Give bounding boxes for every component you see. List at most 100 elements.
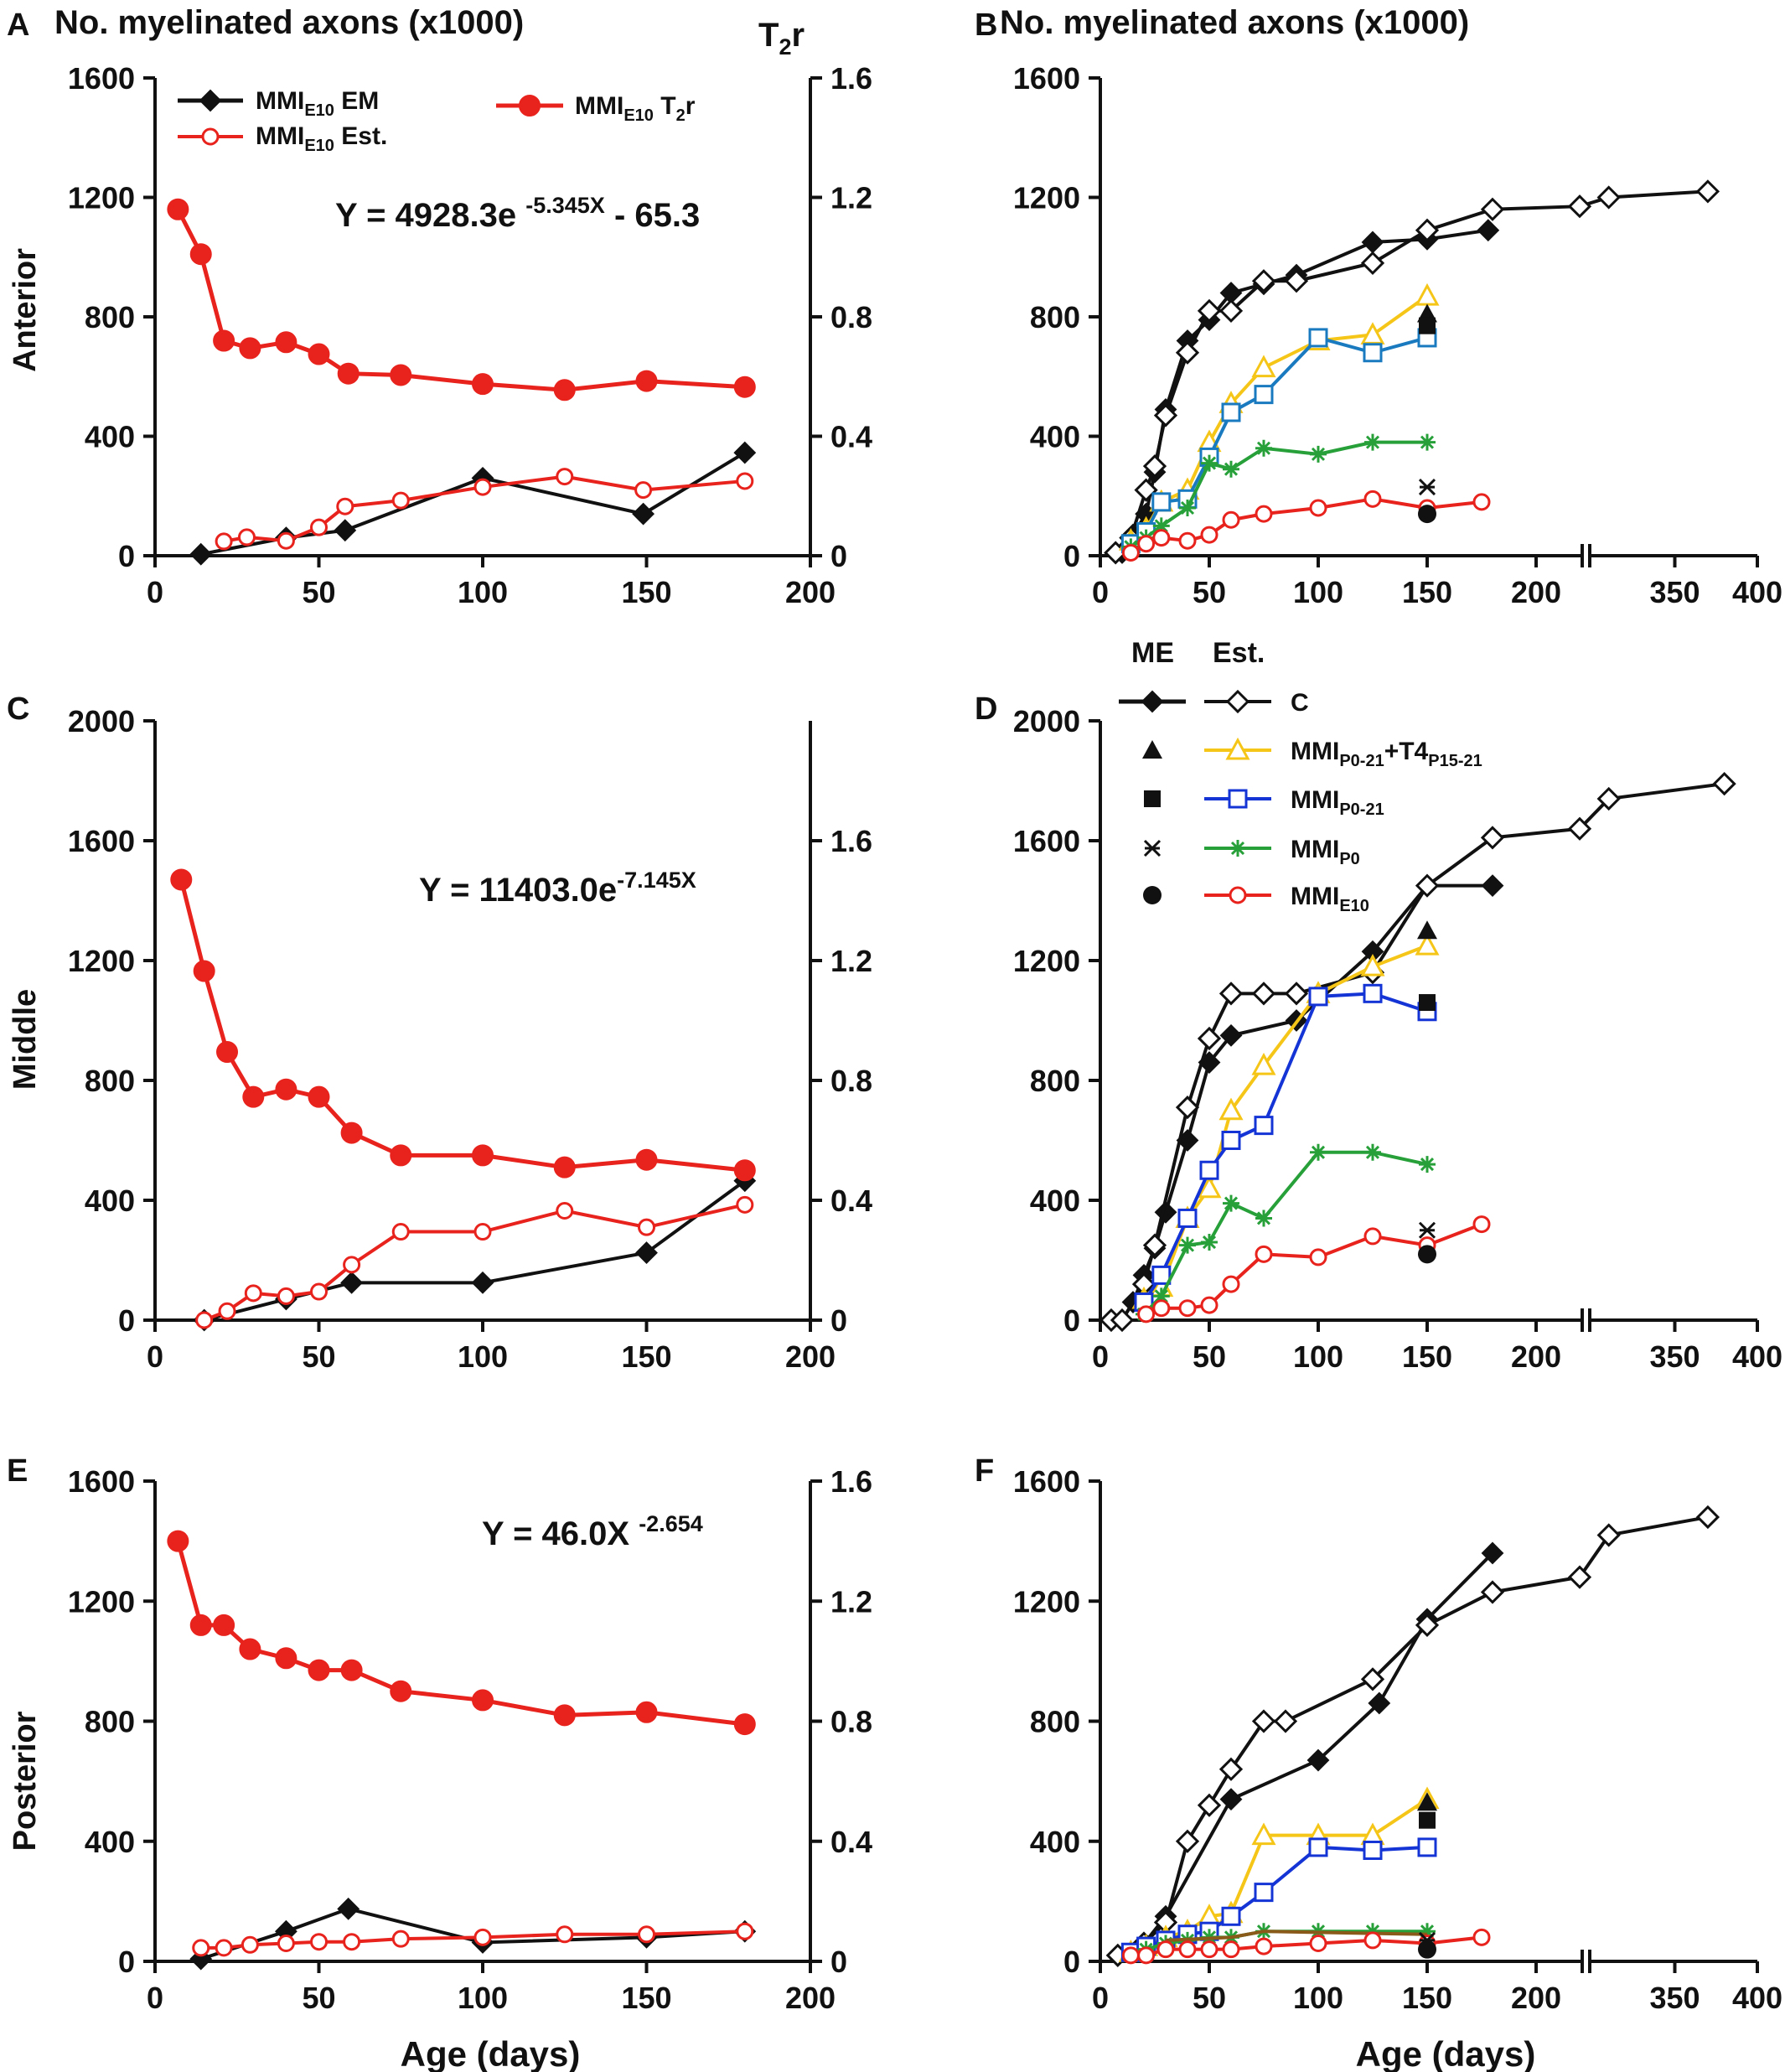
- series-mmi-p0-21-me: [1419, 317, 1436, 334]
- series-line: [204, 1179, 746, 1322]
- y-tick-label: 1600: [1013, 1464, 1080, 1499]
- data-point: [472, 1144, 494, 1167]
- data-point: [1567, 194, 1592, 219]
- y2-tick-label: 0.4: [830, 1184, 872, 1218]
- x-tick-label: 200: [785, 1981, 836, 2015]
- data-point: [189, 1614, 212, 1636]
- data-point: [1472, 1215, 1491, 1234]
- data-point: [736, 472, 754, 490]
- text-part: MMI: [256, 87, 304, 115]
- data-point: [736, 1922, 754, 1940]
- y-tick-label: 0: [118, 1303, 135, 1338]
- legend-marker: [201, 127, 220, 146]
- data-point: [1308, 1837, 1328, 1857]
- data-point: [308, 1659, 330, 1681]
- text-part: T: [654, 92, 676, 120]
- y2-tick-label: 0.8: [830, 300, 872, 334]
- equation: Y = 46.0X -2.654: [482, 1511, 703, 1552]
- data-point: [215, 1939, 233, 1957]
- data-point: [1417, 1792, 1437, 1811]
- x-tick-label: 200: [1511, 1981, 1561, 2015]
- data-point: [1415, 932, 1440, 956]
- data-point: [189, 542, 213, 566]
- x-tick-label: 50: [302, 575, 335, 609]
- legend-label: MMIP0-21: [1291, 786, 1384, 819]
- data-point: [1284, 269, 1309, 293]
- x-tick-label: 150: [1402, 575, 1452, 609]
- data-point: [275, 1078, 298, 1101]
- data-point: [1361, 231, 1384, 254]
- panel-f: F 0 400 800 1200 1600 0 50 100 150 200 350 400: [975, 1453, 1782, 2015]
- data-point: [1481, 874, 1504, 898]
- text-part: P0-21: [1339, 800, 1384, 819]
- series-c-me: [1128, 1541, 1504, 1961]
- series-mmi-p0-21-t4-p15-21-est-: [1131, 932, 1440, 1309]
- y-tick-label: 400: [1030, 420, 1080, 454]
- data-point: [1197, 1175, 1222, 1199]
- y2-tick-label: 0.8: [830, 1705, 872, 1739]
- x-tick-label: 350: [1649, 1339, 1700, 1374]
- panel-letter: E: [7, 1453, 28, 1489]
- data-point: [1418, 1245, 1436, 1264]
- x-tick-label: 0: [1092, 575, 1109, 609]
- data-point: [1222, 510, 1240, 529]
- series-mmi-e10-me: [1418, 1940, 1436, 1959]
- y-tick-label: 0: [118, 1945, 135, 1979]
- data-point: [343, 1933, 361, 1951]
- y-tick-label: 400: [85, 1825, 135, 1859]
- text-part: E10: [304, 137, 334, 155]
- data-point: [277, 1935, 295, 1953]
- y-tick-label: 1200: [68, 1584, 135, 1619]
- y-tick-label: 1600: [68, 824, 135, 858]
- text-part: T: [758, 17, 779, 54]
- series-line: [200, 1907, 745, 1961]
- data-point: [1255, 439, 1272, 457]
- x-tick-label: 200: [1511, 1339, 1561, 1374]
- panel-b: B 0 400 800 1200 1600 0 50 100 150 200 350 400: [975, 8, 1782, 609]
- series-line: [1130, 1797, 1429, 1955]
- text-part: P15-21: [1428, 752, 1482, 770]
- x-tick-label: 0: [147, 1981, 163, 2015]
- x-tick-label: 200: [785, 1339, 836, 1374]
- x-tick-label: 100: [1293, 1339, 1343, 1374]
- data-point: [556, 1925, 574, 1944]
- panel-letter: F: [975, 1453, 994, 1489]
- data-point: [1363, 1227, 1382, 1246]
- series-line: [176, 208, 745, 392]
- panel-a: A 0 400 800 1200 1600 0 0.4 0.8 1.2 1.6 0 50 100 150 20…: [7, 8, 872, 609]
- y-tick-label: 1200: [68, 181, 135, 215]
- text-part: 2: [676, 106, 686, 125]
- y2-tick-label: 0: [830, 1945, 847, 1979]
- series-mmi-p0-est-: [1136, 1143, 1436, 1323]
- data-point: [239, 1638, 261, 1660]
- panel-letter: A: [7, 8, 29, 43]
- series-c-est-: [1099, 771, 1736, 1333]
- text-part: E10: [304, 101, 334, 120]
- legend-marker: [519, 95, 541, 117]
- series-mmi-p0-trend: [1165, 1930, 1428, 1942]
- data-point: [1363, 1931, 1382, 1950]
- data-point: [1151, 492, 1172, 512]
- y2-tick-label: 1.2: [830, 944, 872, 978]
- y2-tick-label: 1.6: [830, 61, 872, 96]
- data-point: [1254, 1116, 1274, 1136]
- series-mmi-e10-me: [1418, 1245, 1436, 1264]
- legend-marker: [1143, 886, 1162, 904]
- text-part: EM: [334, 87, 379, 115]
- data-point: [1110, 1308, 1135, 1333]
- data-point: [308, 1085, 330, 1108]
- series-mmi-p0-21-t4-p15-21-me: [1417, 920, 1437, 940]
- legend-marker: [1142, 740, 1162, 759]
- axes: [1089, 76, 1759, 567]
- data-point: [1137, 1946, 1156, 1965]
- y2-tick-label: 1.6: [830, 824, 872, 858]
- data-point: [1417, 1837, 1437, 1857]
- y-tick-label: 2000: [1013, 704, 1080, 738]
- legend-label: MMIE10 Est.: [256, 122, 387, 155]
- data-point: [471, 1271, 494, 1294]
- data-point: [1363, 343, 1383, 363]
- data-point: [1255, 1937, 1273, 1955]
- equation: Y = 11403.0e-7.145X: [419, 868, 696, 909]
- text-part: E10: [1339, 897, 1369, 915]
- data-point: [1363, 490, 1382, 508]
